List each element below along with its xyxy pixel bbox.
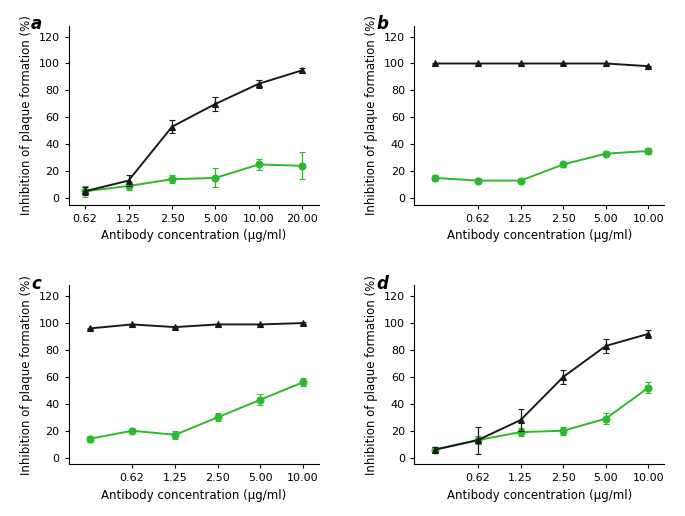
X-axis label: Antibody concentration (µg/ml): Antibody concentration (µg/ml) <box>101 489 286 502</box>
Text: b: b <box>377 15 388 33</box>
Text: d: d <box>377 275 388 293</box>
Text: a: a <box>31 15 42 33</box>
Y-axis label: Inhibition of plaque formation (%): Inhibition of plaque formation (%) <box>365 15 378 215</box>
Y-axis label: Inhibition of plaque formation (%): Inhibition of plaque formation (%) <box>20 15 33 215</box>
Y-axis label: Inhibition of plaque formation (%): Inhibition of plaque formation (%) <box>20 275 33 475</box>
X-axis label: Antibody concentration (µg/ml): Antibody concentration (µg/ml) <box>447 489 632 502</box>
Y-axis label: Inhibition of plaque formation (%): Inhibition of plaque formation (%) <box>365 275 378 475</box>
X-axis label: Antibody concentration (µg/ml): Antibody concentration (µg/ml) <box>447 230 632 243</box>
Text: c: c <box>31 275 41 293</box>
X-axis label: Antibody concentration (µg/ml): Antibody concentration (µg/ml) <box>101 230 286 243</box>
